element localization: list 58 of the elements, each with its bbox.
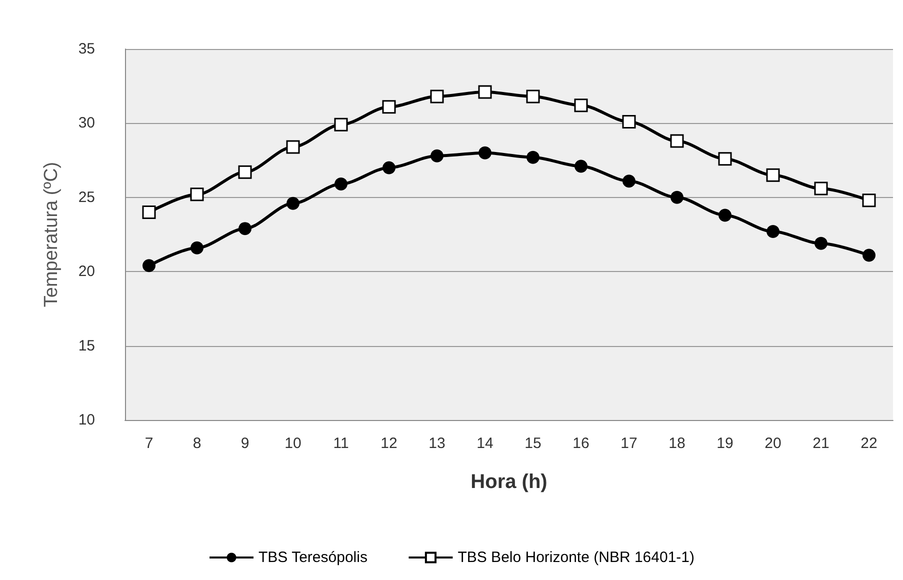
y-axis-title: Temperatura (ºC) xyxy=(41,162,62,308)
point xyxy=(814,182,828,196)
x-tick-label: 18 xyxy=(668,435,686,452)
point xyxy=(190,188,204,202)
point xyxy=(238,165,252,179)
point xyxy=(814,236,828,250)
x-tick-label: 9 xyxy=(240,435,250,452)
y-tick-label: 25 xyxy=(78,188,95,206)
point xyxy=(334,118,348,132)
point xyxy=(286,196,300,210)
point xyxy=(862,194,876,208)
point xyxy=(574,160,588,173)
point xyxy=(670,190,684,204)
x-tick-label: 19 xyxy=(716,435,734,452)
point xyxy=(430,149,444,162)
x-tick-label: 20 xyxy=(764,435,782,452)
legend-label: TBS Teresópolis xyxy=(258,549,368,566)
point xyxy=(478,85,492,99)
x-tick-label: 17 xyxy=(620,435,638,452)
x-tick-label: 11 xyxy=(333,435,349,452)
point xyxy=(382,161,396,174)
x-tick-label: 10 xyxy=(284,435,302,452)
y-tick-label: 15 xyxy=(78,337,95,354)
x-tick-label: 22 xyxy=(860,435,878,452)
x-tick-label: 8 xyxy=(192,435,202,452)
point xyxy=(718,208,732,222)
x-tick-label: 14 xyxy=(476,435,494,452)
point xyxy=(766,168,780,182)
point xyxy=(718,152,732,166)
x-tick-label: 12 xyxy=(380,435,398,452)
point xyxy=(478,146,492,160)
point xyxy=(766,225,780,238)
point xyxy=(430,90,444,104)
point xyxy=(622,174,636,188)
point xyxy=(286,140,300,154)
point xyxy=(526,90,540,104)
x-tick-label: 7 xyxy=(144,435,154,452)
x-tick-label: 15 xyxy=(524,435,542,452)
point xyxy=(334,178,348,191)
point xyxy=(526,150,540,164)
y-tick-label: 10 xyxy=(78,412,95,428)
point xyxy=(190,241,204,254)
y-tick-label: 20 xyxy=(78,263,95,280)
point xyxy=(574,98,588,112)
point xyxy=(670,134,684,148)
x-axis-title: Hora (h) xyxy=(470,471,548,493)
y-tick-label: 30 xyxy=(78,114,95,132)
point xyxy=(142,259,156,272)
y-tick-label: 35 xyxy=(78,40,95,58)
point xyxy=(622,114,636,128)
x-tick-label: 13 xyxy=(428,435,446,452)
x-tick-label: 16 xyxy=(572,435,590,452)
legend-label: TBS Belo Horizonte (NBR 16401-1) xyxy=(458,549,694,566)
point xyxy=(382,100,396,114)
point xyxy=(862,248,876,262)
x-tick-label: 21 xyxy=(812,435,830,452)
point xyxy=(238,222,252,236)
point xyxy=(142,205,156,219)
